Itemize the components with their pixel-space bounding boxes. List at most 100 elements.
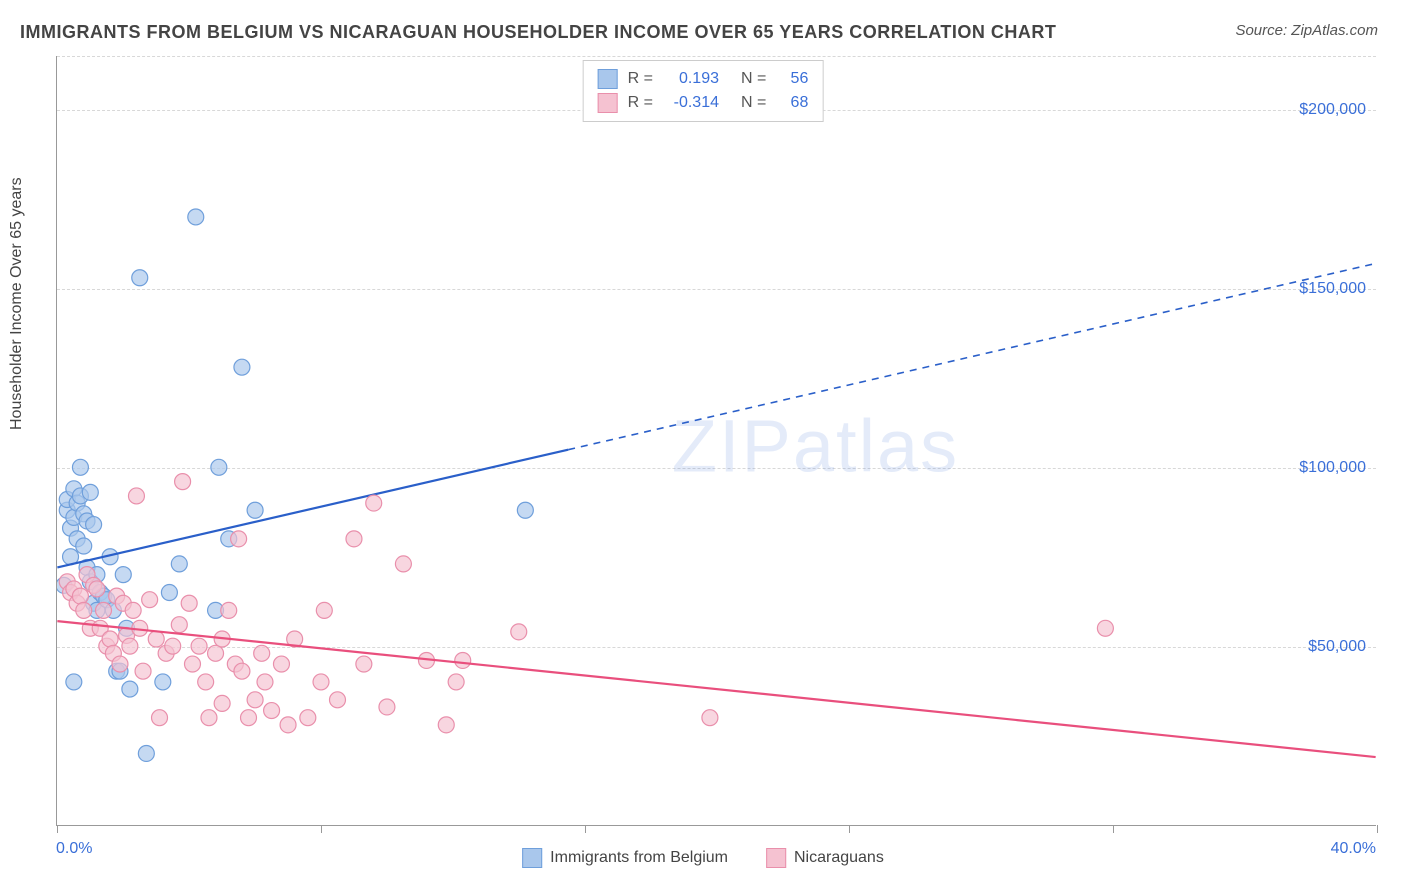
legend-series-label: Nicaraguans xyxy=(794,849,884,867)
scatter-point xyxy=(161,585,177,601)
scatter-point xyxy=(86,517,102,533)
scatter-point xyxy=(234,663,250,679)
legend-series-item: Nicaraguans xyxy=(766,848,884,868)
scatter-point xyxy=(125,602,141,618)
scatter-point xyxy=(132,270,148,286)
scatter-point xyxy=(264,703,280,719)
chart-title: IMMIGRANTS FROM BELGIUM VS NICARAGUAN HO… xyxy=(20,22,1056,43)
scatter-point xyxy=(122,681,138,697)
scatter-point xyxy=(208,645,224,661)
scatter-point xyxy=(247,502,263,518)
source-label: Source: ZipAtlas.com xyxy=(1235,22,1378,39)
plot-area: $50,000$100,000$150,000$200,000 xyxy=(56,56,1376,826)
legend-swatch-icon xyxy=(522,848,542,868)
x-tick xyxy=(1113,825,1114,833)
scatter-point xyxy=(395,556,411,572)
scatter-point xyxy=(316,602,332,618)
x-tick xyxy=(1377,825,1378,833)
scatter-point xyxy=(72,459,88,475)
scatter-point xyxy=(122,638,138,654)
scatter-point xyxy=(211,459,227,475)
scatter-point xyxy=(171,617,187,633)
scatter-point xyxy=(198,674,214,690)
scatter-point xyxy=(313,674,329,690)
scatter-point xyxy=(448,674,464,690)
legend-stats-row: R = 0.193 N = 56 xyxy=(598,67,809,91)
scatter-point xyxy=(96,602,112,618)
chart-svg xyxy=(57,56,1376,825)
x-tick xyxy=(321,825,322,833)
scatter-point xyxy=(138,745,154,761)
legend-stats-row: R = -0.314 N = 68 xyxy=(598,91,809,115)
scatter-point xyxy=(188,209,204,225)
scatter-point xyxy=(115,567,131,583)
scatter-point xyxy=(221,602,237,618)
r-value: -0.314 xyxy=(663,91,719,115)
legend-swatch-icon xyxy=(598,69,618,89)
legend-series-label: Immigrants from Belgium xyxy=(550,849,728,867)
n-label: N = xyxy=(741,67,766,91)
x-axis-max-label: 40.0% xyxy=(1331,840,1376,858)
legend-stats: R = 0.193 N = 56 R = -0.314 N = 68 xyxy=(583,60,824,122)
scatter-point xyxy=(112,656,128,672)
y-axis-label: Householder Income Over 65 years xyxy=(8,177,26,430)
scatter-point xyxy=(66,674,82,690)
scatter-point xyxy=(366,495,382,511)
scatter-point xyxy=(171,556,187,572)
scatter-point xyxy=(438,717,454,733)
scatter-point xyxy=(273,656,289,672)
x-axis-min-label: 0.0% xyxy=(56,840,92,858)
r-label: R = xyxy=(628,91,653,115)
scatter-point xyxy=(142,592,158,608)
scatter-point xyxy=(214,695,230,711)
scatter-point xyxy=(181,595,197,611)
x-tick xyxy=(849,825,850,833)
scatter-point xyxy=(702,710,718,726)
scatter-point xyxy=(152,710,168,726)
n-label: N = xyxy=(741,91,766,115)
scatter-point xyxy=(155,674,171,690)
scatter-point xyxy=(89,581,105,597)
scatter-point xyxy=(1097,620,1113,636)
scatter-point xyxy=(254,645,270,661)
scatter-point xyxy=(517,502,533,518)
scatter-point xyxy=(135,663,151,679)
scatter-point xyxy=(76,602,92,618)
legend-swatch-icon xyxy=(598,93,618,113)
n-value: 56 xyxy=(776,67,808,91)
scatter-point xyxy=(148,631,164,647)
scatter-point xyxy=(346,531,362,547)
regression-line xyxy=(57,450,568,568)
scatter-point xyxy=(82,484,98,500)
scatter-point xyxy=(128,488,144,504)
x-tick xyxy=(585,825,586,833)
scatter-point xyxy=(175,474,191,490)
legend-series: Immigrants from Belgium Nicaraguans xyxy=(522,848,884,868)
r-label: R = xyxy=(628,67,653,91)
n-value: 68 xyxy=(776,91,808,115)
scatter-point xyxy=(102,631,118,647)
scatter-point xyxy=(247,692,263,708)
x-tick xyxy=(57,825,58,833)
scatter-point xyxy=(455,652,471,668)
scatter-point xyxy=(241,710,257,726)
regression-line-dashed xyxy=(568,263,1375,449)
scatter-point xyxy=(72,588,88,604)
scatter-point xyxy=(511,624,527,640)
scatter-point xyxy=(257,674,273,690)
scatter-point xyxy=(300,710,316,726)
scatter-point xyxy=(201,710,217,726)
r-value: 0.193 xyxy=(663,67,719,91)
scatter-point xyxy=(234,359,250,375)
legend-series-item: Immigrants from Belgium xyxy=(522,848,728,868)
scatter-point xyxy=(231,531,247,547)
scatter-point xyxy=(280,717,296,733)
scatter-point xyxy=(76,538,92,554)
scatter-point xyxy=(356,656,372,672)
scatter-point xyxy=(330,692,346,708)
scatter-point xyxy=(191,638,207,654)
scatter-point xyxy=(184,656,200,672)
regression-line xyxy=(57,621,1375,757)
legend-swatch-icon xyxy=(766,848,786,868)
scatter-point xyxy=(379,699,395,715)
